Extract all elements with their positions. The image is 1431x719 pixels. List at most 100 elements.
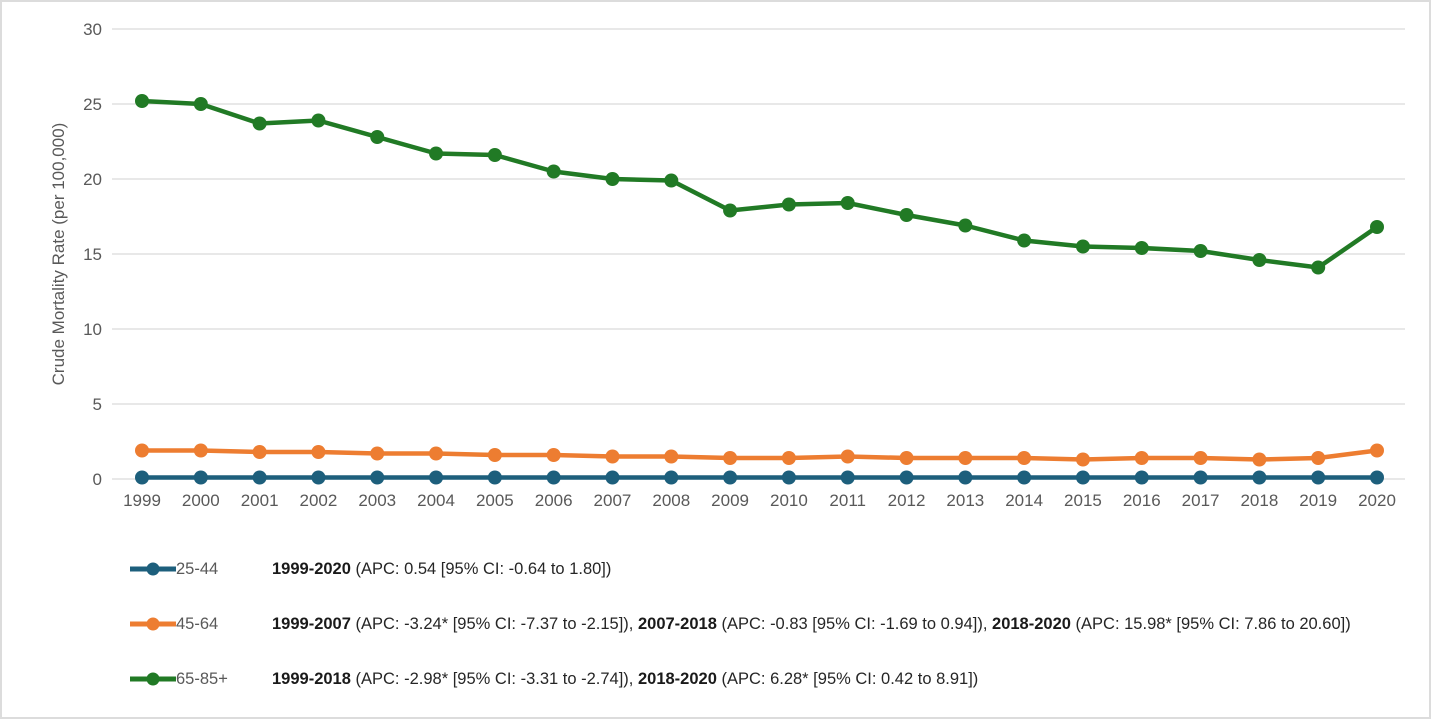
data-point-65-85+-1999 — [135, 94, 149, 108]
data-point-65-85+-2003 — [370, 130, 385, 144]
data-point-25-44-2008 — [664, 470, 679, 485]
data-point-25-44-2010 — [781, 470, 796, 485]
data-point-25-44-2005 — [487, 470, 502, 485]
legend-row-65-85+: 65-85+ 1999-2018 (APC: -2.98* [95% CI: -3… — [130, 662, 1419, 696]
y-tick-label: 5 — [93, 395, 102, 414]
legend-apc-annotation: 1999-2018 (APC: -2.98* [95% CI: -3.31 to… — [272, 670, 978, 689]
annotation-apc-text: (APC: -2.98* [95% CI: -3.31 to -2.74]), — [350, 669, 638, 688]
legend-series-label: 65-85+ — [176, 669, 228, 688]
x-tick-label: 2011 — [829, 491, 866, 510]
x-tick-label: 2009 — [711, 491, 749, 510]
data-point-45-64-2016 — [1134, 451, 1149, 465]
data-point-45-64-2018 — [1252, 452, 1267, 467]
legend-dot — [146, 617, 160, 631]
y-tick-label: 25 — [83, 95, 102, 114]
data-point-65-85+-2009 — [723, 203, 738, 218]
data-point-65-85+-2004 — [429, 146, 444, 161]
annotation-period: 1999-2007 — [272, 614, 351, 633]
data-point-45-64-2011 — [840, 449, 855, 464]
data-point-45-64-2004 — [429, 446, 444, 461]
data-point-45-64-1999 — [135, 443, 149, 458]
y-tick-label: 15 — [83, 245, 102, 264]
data-point-25-44-2002 — [311, 470, 326, 485]
data-point-45-64-2003 — [370, 446, 385, 461]
data-point-25-44-2015 — [1075, 470, 1090, 485]
data-point-25-44-2007 — [605, 470, 620, 485]
x-tick-label: 2006 — [535, 491, 573, 510]
legend-apc-annotation: 1999-2020 (APC: 0.54 [95% CI: -0.64 to 1… — [272, 560, 611, 579]
data-point-45-64-2013 — [958, 451, 973, 465]
data-point-25-44-2014 — [1017, 470, 1032, 485]
data-point-65-85+-2000 — [193, 97, 208, 111]
y-tick-label: 0 — [93, 470, 102, 489]
legend-row-45-64: 45-64 1999-2007 (APC: -3.24* [95% CI: -7.… — [130, 607, 1419, 641]
annotation-apc-text: (APC: -0.83 [95% CI: -1.69 to 0.94]), — [716, 614, 993, 633]
data-point-65-85+-2013 — [958, 218, 973, 233]
data-point-25-44-2020 — [1370, 470, 1384, 485]
annotation-period: 1999-2018 — [272, 669, 351, 688]
annotation-period: 2007-2018 — [637, 614, 717, 633]
data-point-65-85+-2020 — [1370, 220, 1384, 234]
legend-dot — [146, 562, 160, 576]
x-tick-label: 2014 — [1005, 491, 1043, 510]
x-tick-label: 2013 — [946, 491, 984, 510]
data-point-25-44-2016 — [1134, 470, 1149, 485]
annotation-apc-text: (APC: 6.28* [95% CI: 0.42 to 8.91]) — [716, 669, 979, 688]
data-point-65-85+-2017 — [1193, 244, 1208, 258]
x-tick-label: 2018 — [1240, 491, 1278, 510]
data-point-65-85+-2005 — [487, 148, 502, 162]
x-tick-label: 2020 — [1358, 491, 1396, 510]
data-point-45-64-2014 — [1017, 451, 1032, 465]
data-point-65-85+-2015 — [1075, 239, 1090, 254]
y-tick-label: 10 — [83, 320, 102, 339]
x-tick-label: 2017 — [1182, 491, 1220, 510]
annotation-apc-text: (APC: 0.54 [95% CI: -0.64 to 1.80]) — [350, 559, 612, 578]
x-tick-label: 2008 — [652, 491, 690, 510]
x-tick-label: 2016 — [1123, 491, 1161, 510]
data-point-65-85+-2012 — [899, 208, 914, 222]
y-tick-label: 20 — [83, 170, 102, 189]
annotation-period: 1999-2020 — [272, 559, 351, 578]
x-tick-label: 2001 — [241, 491, 279, 510]
x-tick-label: 2000 — [182, 491, 220, 510]
line-chart-plot: 0 5 10 15 20 25 30 1999 2000 2001 2002 2003 2004 2005… — [83, 20, 1405, 510]
data-point-45-64-2002 — [311, 445, 326, 459]
data-point-25-44-2004 — [429, 470, 444, 485]
data-point-65-85+-2010 — [781, 197, 796, 212]
data-point-65-85+-2007 — [605, 172, 620, 186]
legend-apc-annotation: 1999-2007 (APC: -3.24* [95% CI: -7.37 to… — [272, 615, 1351, 634]
data-point-25-44-2012 — [899, 470, 914, 485]
annotation-period: 2018-2020 — [637, 669, 717, 688]
annotation-apc-text: (APC: 15.98* [95% CI: 7.86 to 20.60]) — [1070, 614, 1351, 633]
data-point-25-44-2011 — [840, 470, 855, 485]
data-point-25-44-2017 — [1193, 470, 1208, 485]
data-point-25-44-2009 — [723, 470, 738, 485]
data-point-65-85+-2019 — [1311, 260, 1326, 275]
data-point-25-44-2018 — [1252, 470, 1267, 485]
data-point-25-44-2006 — [546, 470, 561, 485]
data-point-65-85+-2006 — [546, 164, 561, 179]
data-point-65-85+-2011 — [840, 196, 855, 210]
data-point-65-85+-2001 — [252, 116, 267, 131]
x-tick-label: 2002 — [300, 491, 338, 510]
legend-line-marker-icon — [130, 562, 176, 576]
x-tick-label: 1999 — [123, 491, 161, 510]
data-point-65-85+-2014 — [1017, 233, 1032, 248]
data-point-45-64-2020 — [1370, 443, 1384, 458]
x-tick-label: 2005 — [476, 491, 514, 510]
y-tick-label: 30 — [83, 20, 102, 39]
data-point-65-85+-2018 — [1252, 253, 1267, 267]
x-tick-label: 2010 — [770, 491, 808, 510]
data-point-45-64-2001 — [252, 445, 267, 459]
data-point-25-44-2003 — [370, 470, 385, 485]
data-point-45-64-2007 — [605, 449, 620, 464]
data-point-45-64-2009 — [723, 451, 738, 465]
x-tick-label: 2015 — [1064, 491, 1102, 510]
data-point-45-64-2012 — [899, 451, 914, 465]
data-point-45-64-2017 — [1193, 451, 1208, 465]
legend-dot — [146, 672, 160, 686]
data-point-45-64-2006 — [546, 448, 561, 462]
legend-line-marker-icon — [130, 617, 176, 631]
data-point-25-44-1999 — [135, 470, 149, 485]
